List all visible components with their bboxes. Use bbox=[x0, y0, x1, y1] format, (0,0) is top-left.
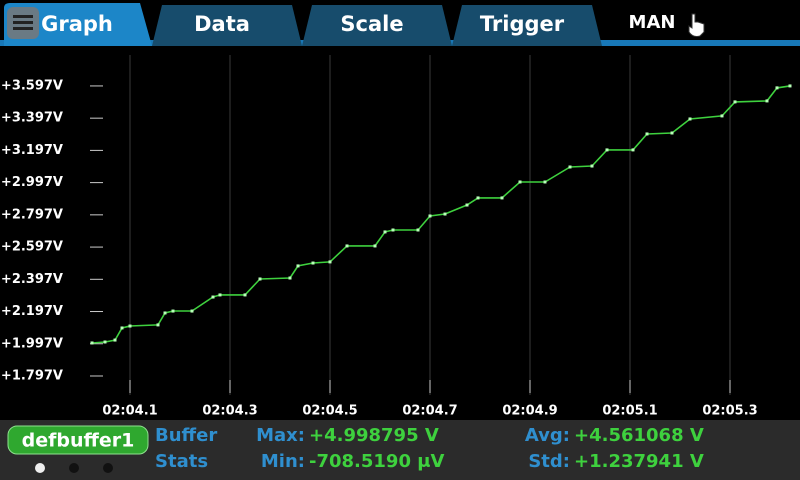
data-point bbox=[688, 117, 692, 121]
stat-value: +1.237941 V bbox=[574, 451, 704, 472]
mode-label[interactable]: MAN bbox=[629, 12, 676, 33]
y-tick-label: +3.597V bbox=[1, 78, 63, 93]
stat-value: +4.998795 V bbox=[309, 425, 439, 446]
page-dot bbox=[69, 463, 79, 473]
data-point bbox=[156, 323, 160, 327]
data-point bbox=[218, 293, 222, 297]
data-point bbox=[296, 264, 300, 268]
data-point bbox=[543, 180, 547, 184]
x-tick-label: 02:04.9 bbox=[502, 404, 557, 419]
data-point bbox=[258, 277, 262, 281]
data-point bbox=[645, 132, 649, 136]
y-tick-label: +2.997V bbox=[1, 175, 63, 190]
data-point bbox=[345, 244, 349, 248]
menu-icon bbox=[13, 21, 33, 24]
data-point bbox=[720, 114, 724, 118]
tab[interactable] bbox=[302, 5, 452, 46]
data-point bbox=[113, 338, 117, 342]
tab-active[interactable] bbox=[4, 3, 152, 46]
page-dot bbox=[103, 463, 113, 473]
data-point bbox=[120, 326, 124, 330]
data-point bbox=[476, 196, 480, 200]
y-tick-label: +1.797V bbox=[1, 368, 63, 383]
stat-label: Max: bbox=[256, 425, 305, 446]
data-point bbox=[518, 180, 522, 184]
stats-title: Buffer bbox=[155, 425, 217, 446]
x-tick-label: 02:05.3 bbox=[702, 404, 757, 419]
data-point bbox=[288, 276, 292, 280]
y-tick-label: +2.597V bbox=[1, 240, 63, 255]
data-point bbox=[670, 131, 674, 135]
y-tick-label: +3.197V bbox=[1, 143, 63, 158]
data-point bbox=[328, 260, 332, 264]
data-point bbox=[775, 86, 779, 90]
data-point bbox=[428, 214, 432, 218]
data-point bbox=[128, 324, 132, 328]
data-point bbox=[90, 341, 94, 345]
hand-icon bbox=[688, 13, 705, 37]
x-tick-label: 02:04.7 bbox=[402, 404, 457, 419]
x-tick-label: 02:04.5 bbox=[302, 404, 357, 419]
tab-bar: Graph Data Scale Trigger MAN bbox=[0, 3, 800, 46]
data-point bbox=[568, 165, 572, 169]
data-point bbox=[373, 244, 377, 248]
tab-label: Data bbox=[194, 12, 250, 36]
data-point bbox=[631, 148, 635, 152]
buffer-button[interactable] bbox=[7, 425, 149, 455]
y-tick-label: +3.397V bbox=[1, 111, 63, 126]
stat-label: Min: bbox=[261, 451, 305, 472]
y-tick-label: +2.197V bbox=[1, 304, 63, 319]
x-tick-label: 02:04.1 bbox=[102, 404, 157, 419]
data-point bbox=[211, 295, 215, 299]
data-point bbox=[163, 311, 167, 315]
tab-label: Graph bbox=[41, 12, 113, 36]
data-point bbox=[416, 228, 420, 232]
stat-value: +4.561068 V bbox=[574, 425, 704, 446]
data-point bbox=[500, 196, 504, 200]
stat-label: Avg: bbox=[525, 425, 570, 446]
data-point bbox=[590, 164, 594, 168]
data-point bbox=[765, 99, 769, 103]
x-tick-label: 02:04.3 bbox=[202, 404, 257, 419]
stats-title: Stats bbox=[155, 451, 208, 472]
x-tick-label: 02:05.1 bbox=[602, 404, 657, 419]
data-point bbox=[465, 203, 469, 207]
y-tick-label: +2.797V bbox=[1, 207, 63, 222]
page-dot bbox=[35, 463, 45, 473]
data-point bbox=[443, 212, 447, 216]
data-point bbox=[605, 148, 609, 152]
menu-icon bbox=[13, 15, 33, 18]
buffer-name: defbuffer1 bbox=[22, 430, 135, 452]
data-point bbox=[243, 293, 247, 297]
data-point bbox=[391, 228, 395, 232]
data-point bbox=[733, 100, 737, 104]
stat-value: -708.5190 μV bbox=[309, 451, 444, 472]
data-point bbox=[788, 84, 792, 88]
menu-icon bbox=[13, 27, 33, 30]
y-tick-label: +2.397V bbox=[1, 272, 63, 287]
data-point bbox=[171, 309, 175, 313]
tab[interactable] bbox=[152, 5, 302, 46]
y-tick-label: +1.997V bbox=[1, 336, 63, 351]
tab[interactable] bbox=[452, 5, 602, 46]
data-point bbox=[383, 230, 387, 234]
data-point bbox=[311, 261, 315, 265]
data-point bbox=[103, 340, 107, 344]
tab-label: Trigger bbox=[480, 12, 565, 36]
data-point bbox=[190, 309, 194, 313]
stat-label: Std: bbox=[528, 451, 570, 472]
tab-label: Scale bbox=[340, 12, 403, 36]
